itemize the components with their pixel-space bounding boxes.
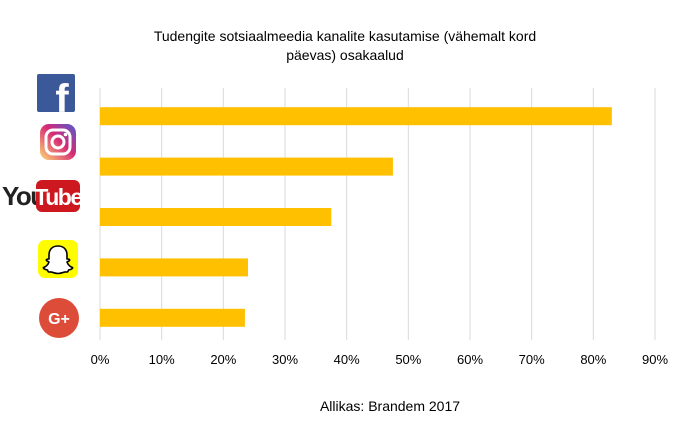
bar-instagram xyxy=(100,157,393,176)
google-plus-icon: G+ xyxy=(39,298,79,338)
chart-title-line-2: päevas) osakaalud xyxy=(286,47,404,63)
x-axis-ticks: 0% 10% 20% 30% 40% 50% 60% 70% 80% 90% xyxy=(91,352,669,367)
source-note: Allikas: Brandem 2017 xyxy=(319,398,461,414)
gridlines xyxy=(99,88,656,340)
x-tick-label: 70% xyxy=(519,352,545,367)
bar-facebook xyxy=(100,107,612,126)
x-tick-label: 80% xyxy=(580,352,606,367)
youtube-icon: You Tube xyxy=(2,180,84,212)
bars xyxy=(100,107,612,327)
x-tick-label: 50% xyxy=(395,352,421,367)
x-tick-label: 40% xyxy=(334,352,360,367)
google-plus-icon-text: G+ xyxy=(48,311,70,328)
x-tick-label: 90% xyxy=(642,352,668,367)
x-tick-label: 10% xyxy=(149,352,175,367)
youtube-icon-tube: Tube xyxy=(34,184,82,210)
facebook-icon-letter: f xyxy=(55,77,69,121)
x-tick-label: 20% xyxy=(210,352,236,367)
bar-snapchat xyxy=(100,258,248,277)
bar-google- xyxy=(100,308,245,327)
facebook-icon: f xyxy=(37,74,75,121)
instagram-icon xyxy=(40,124,76,160)
bar-youtube xyxy=(100,208,332,226)
x-tick-label: 30% xyxy=(272,352,298,367)
x-tick-label: 0% xyxy=(91,352,110,367)
snapchat-icon xyxy=(38,240,78,278)
chart-title-line-1: Tudengite sotsiaalmeedia kanalite kasuta… xyxy=(153,28,537,44)
x-tick-label: 60% xyxy=(457,352,483,367)
